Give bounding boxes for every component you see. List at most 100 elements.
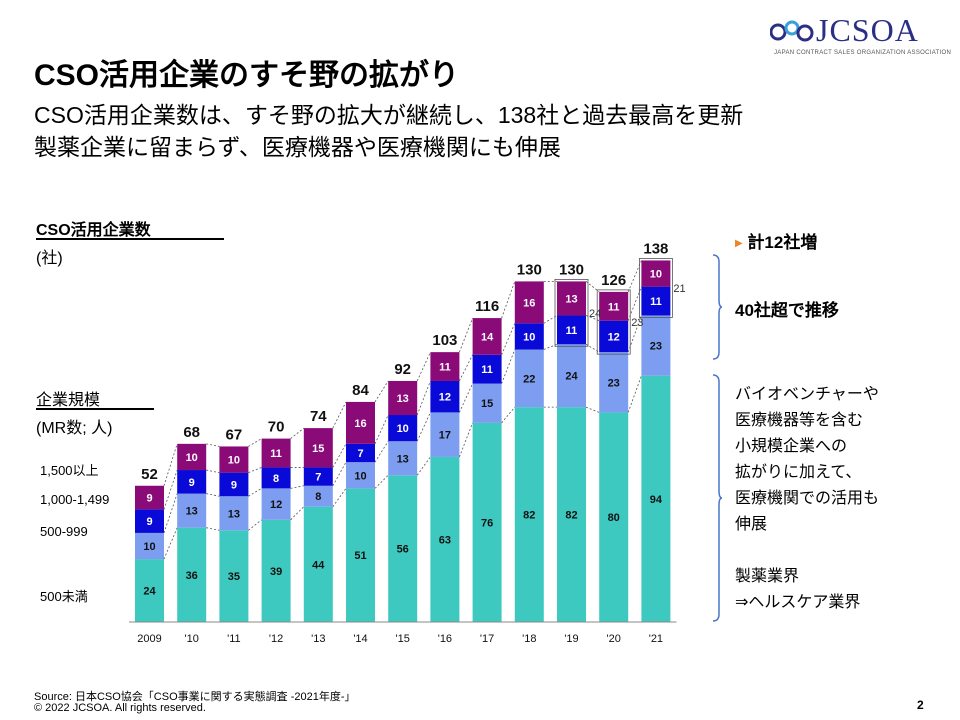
data-label: 15 (481, 398, 493, 410)
data-label: 7 (315, 472, 321, 484)
connector-line (501, 323, 516, 355)
series-label-1000-1499: 1,000-1,499 (40, 492, 110, 507)
connector-line (416, 456, 431, 476)
bracket-upper (712, 254, 722, 360)
note-expansion-line: 医療機器等を含む (735, 412, 864, 429)
bar-segment (261, 438, 291, 468)
data-label: 9 (231, 479, 237, 491)
connector-line (248, 519, 262, 531)
data-label: 14 (481, 331, 494, 343)
data-label: 24 (565, 371, 578, 383)
series-label-500-999: 500-999 (40, 524, 88, 539)
connector-line (248, 467, 262, 474)
x-tick-label: '13 (311, 633, 325, 645)
data-label: 9 (189, 477, 195, 489)
connector-line (585, 406, 600, 413)
x-tick-label: '19 (564, 633, 578, 645)
bar-segment (641, 375, 671, 622)
data-label: 13 (228, 508, 240, 520)
data-label: 7 (357, 448, 363, 460)
data-label: 23 (608, 377, 620, 389)
x-tick-label: '15 (396, 633, 410, 645)
chart-title-underline (36, 238, 224, 240)
connector-line (248, 488, 262, 497)
footer-source: Source: 日本CSO協会「CSO事業に関する実態調査 -2021年度-」 (34, 691, 356, 703)
connector-line (206, 443, 220, 447)
bar-segment (261, 467, 291, 489)
connector-line (332, 461, 347, 486)
bar-segment (514, 349, 544, 408)
bar-segment (346, 488, 375, 622)
bar-segment (177, 527, 207, 622)
bar-segment (514, 323, 544, 350)
legend-title: 企業規模 (36, 392, 101, 409)
connector-line (163, 443, 178, 486)
bar-segment (472, 354, 502, 384)
bar-segment (599, 291, 629, 321)
bar-segment (430, 380, 460, 413)
x-tick-label: '11 (227, 633, 241, 645)
x-tick-label: '17 (480, 633, 494, 645)
total-label: 126 (601, 272, 626, 289)
x-tick-label: '14 (353, 633, 367, 645)
total-label: 130 (517, 261, 542, 278)
page-number: 2 (917, 698, 924, 712)
data-label: 80 (608, 512, 620, 524)
total-label: 92 (394, 361, 411, 378)
bar-segment (303, 506, 333, 622)
data-label: 9 (146, 516, 152, 528)
bar-segment (303, 428, 333, 468)
x-tick-label: 2009 (137, 633, 161, 645)
bar-segment (472, 422, 502, 622)
data-label: 16 (354, 418, 366, 430)
data-label: 24 (143, 586, 156, 598)
connector-line (416, 380, 431, 416)
bar-segment (261, 488, 291, 520)
chart-title: CSO活用企業数 (36, 222, 151, 239)
series-label-1500-plus: 1,500以上 (40, 463, 99, 478)
data-label: 11 (566, 325, 578, 337)
connector-line (501, 406, 516, 424)
note-increase: ▶ 計12社増 (735, 228, 817, 253)
bar-segment (557, 315, 586, 345)
x-tick-label: '21 (649, 633, 663, 645)
data-label: 94 (650, 494, 663, 506)
note-industry-line: 製薬業界 (735, 568, 800, 585)
total-label: 52 (141, 466, 158, 483)
data-label: 13 (565, 293, 577, 305)
note-expansion-line: 小規模企業への (735, 438, 848, 455)
page-title: CSO活用企業のすそ野の拡がり (34, 59, 460, 92)
data-label: 11 (608, 301, 620, 313)
note-increase-text: 計12社増 (747, 233, 818, 252)
data-label: 10 (523, 331, 535, 343)
series-label-under-500: 500未満 (40, 589, 88, 604)
connector-line (459, 354, 473, 382)
bar-segment (514, 281, 544, 324)
total-label: 67 (226, 426, 243, 443)
bar-segment (388, 441, 418, 476)
connector-line (374, 441, 389, 463)
bar-segment (219, 530, 249, 622)
logo-name: JCSOA (816, 12, 919, 48)
data-label: 63 (439, 534, 451, 546)
data-label: 82 (523, 510, 535, 522)
bar-segment (430, 412, 460, 457)
bracket-lower (712, 374, 722, 622)
bracket-box (639, 258, 673, 318)
bar-segment (430, 456, 460, 622)
total-label: 103 (432, 332, 457, 349)
bar-segment (557, 281, 586, 316)
bar-segment (599, 352, 629, 413)
bar-segment (219, 472, 249, 497)
bar-segment (261, 519, 291, 622)
bar-segment (177, 443, 207, 471)
data-label: 10 (354, 470, 366, 482)
connector-line (163, 493, 178, 534)
connector-line (290, 485, 304, 489)
total-label: 138 (643, 240, 668, 257)
data-label: 16 (523, 297, 535, 309)
jcsoa-logo: JCSOA JAPAN CONTRACT SALES ORGANIZATION … (770, 8, 951, 64)
data-label: 10 (186, 452, 198, 464)
bar-segment (388, 380, 418, 416)
